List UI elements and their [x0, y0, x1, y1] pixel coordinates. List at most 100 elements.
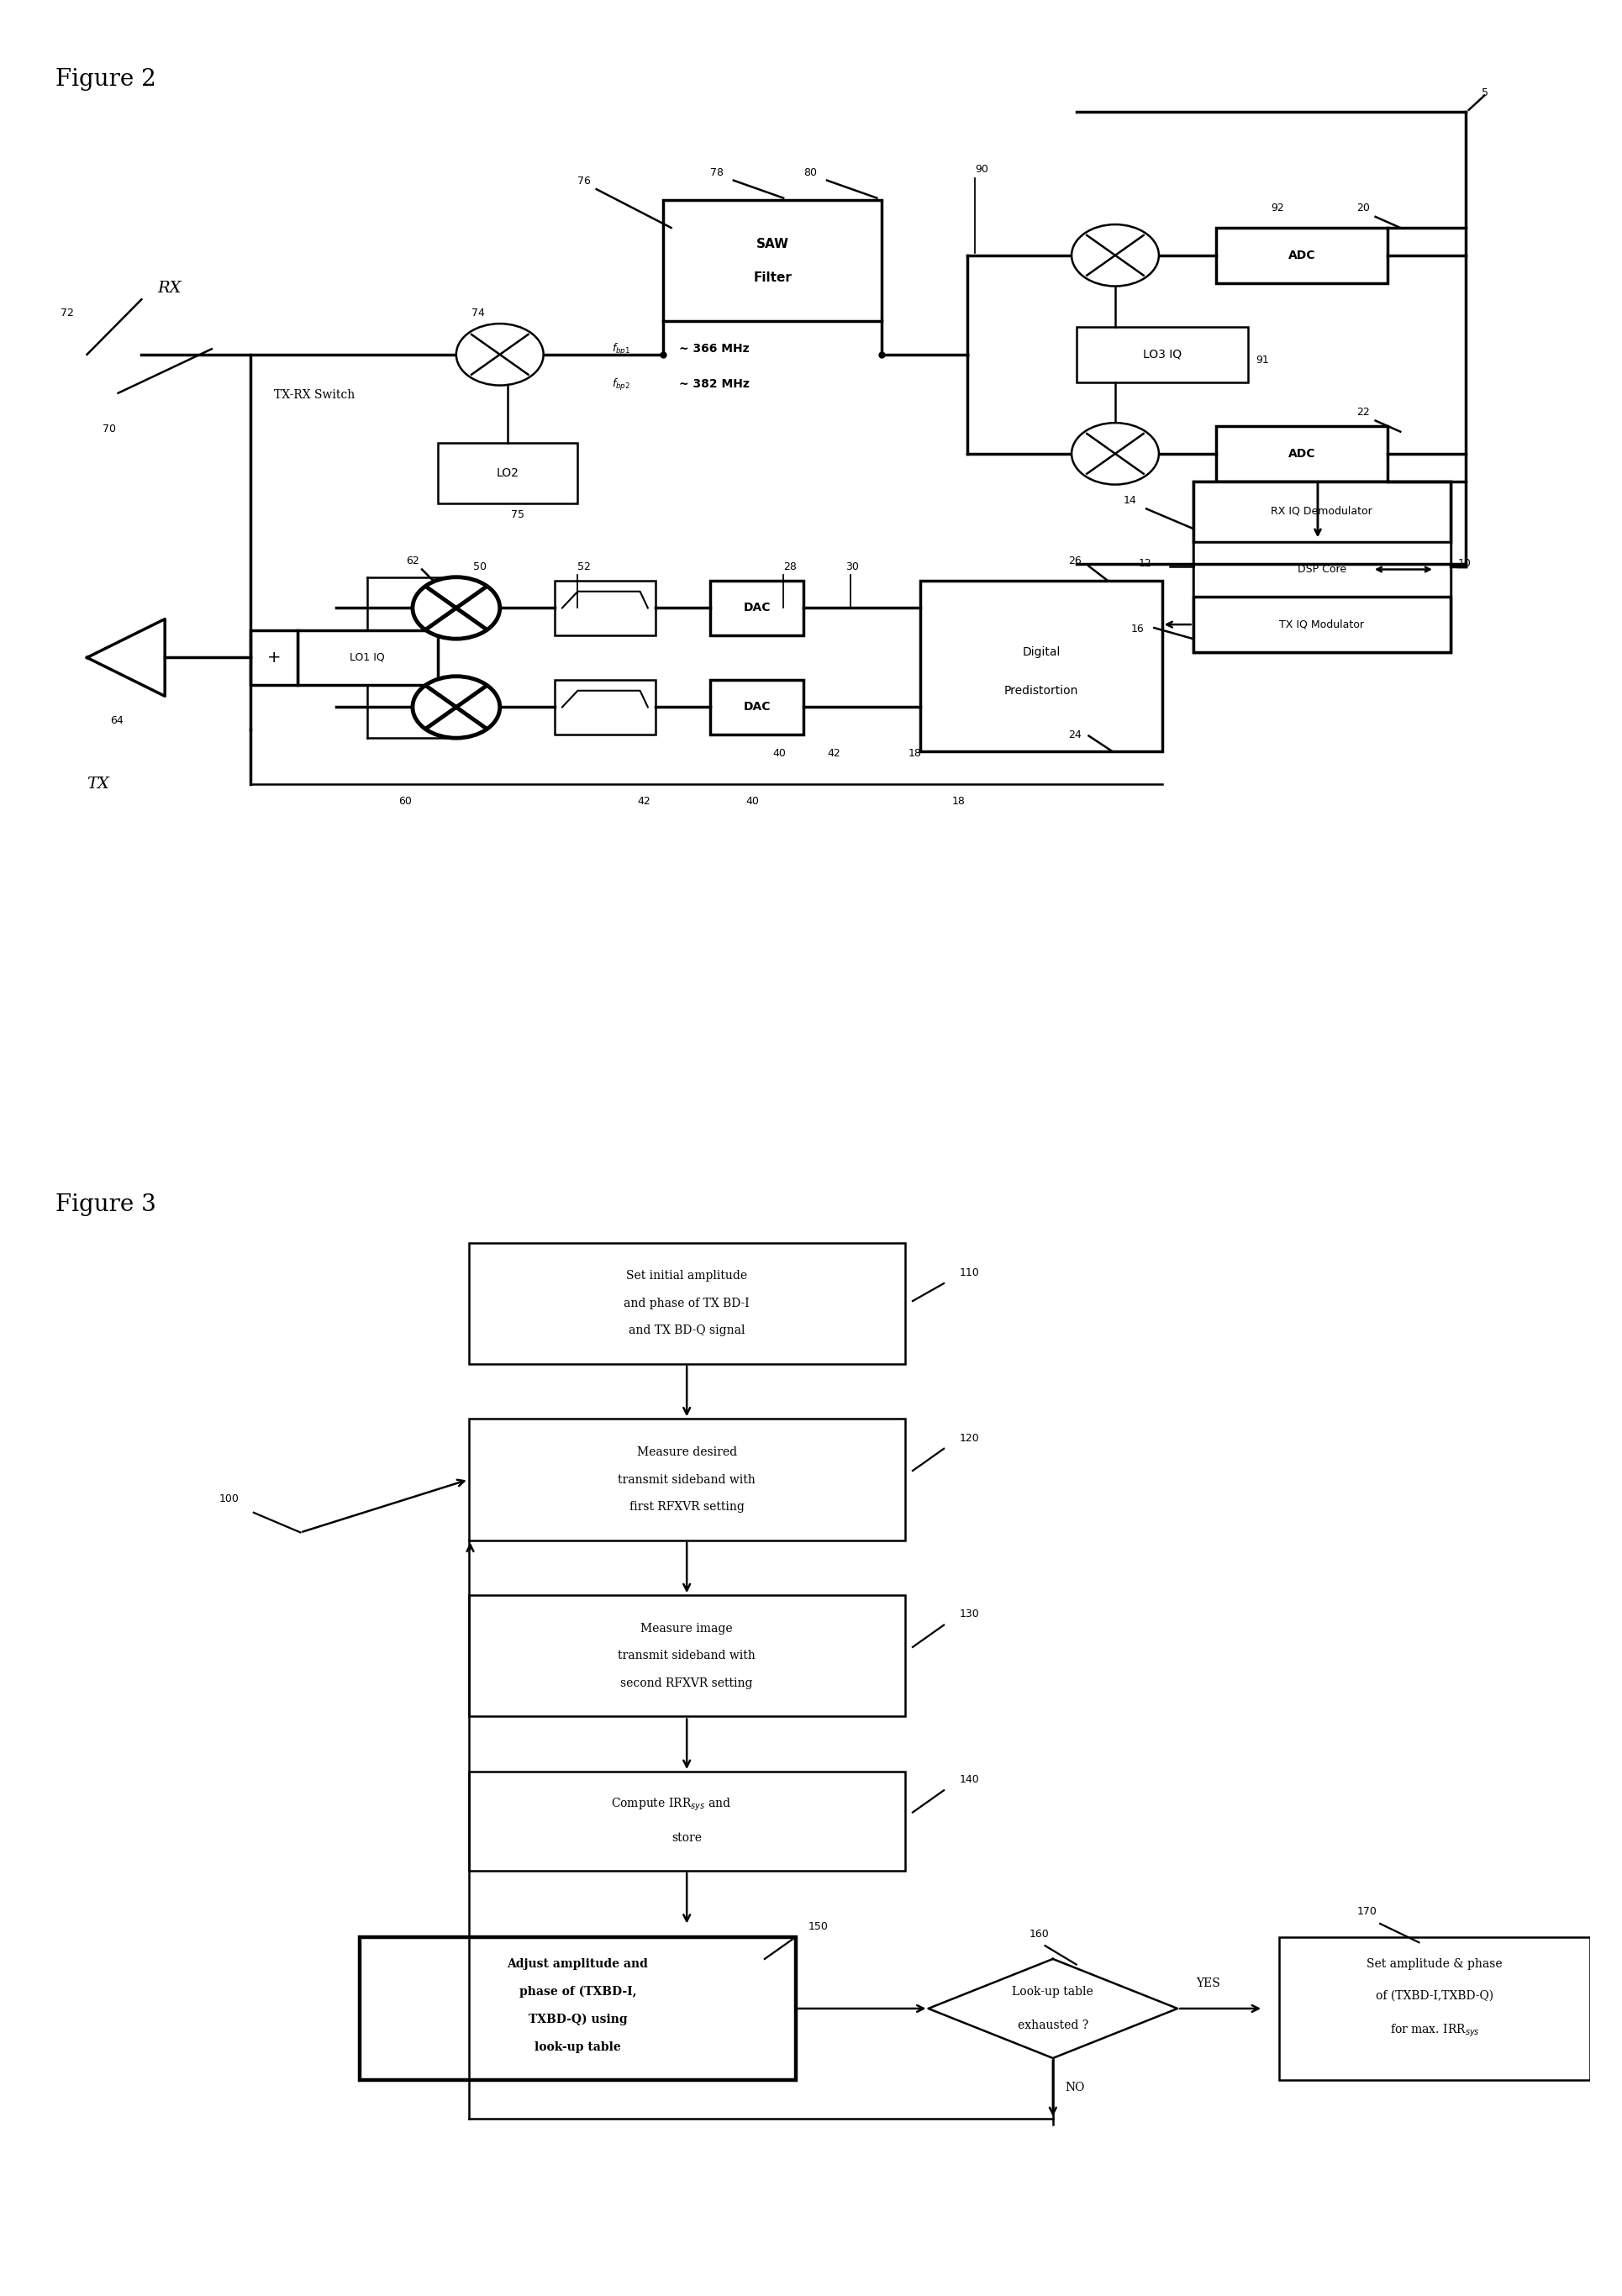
Bar: [555, 581, 655, 636]
Text: 75: 75: [511, 510, 524, 521]
Text: exhausted ?: exhausted ?: [1017, 2018, 1088, 2032]
Bar: [469, 1242, 905, 1364]
Bar: [469, 1596, 905, 1717]
Text: 22: 22: [1356, 406, 1369, 418]
Circle shape: [1071, 422, 1158, 484]
Text: Adjust amplitude and: Adjust amplitude and: [508, 1958, 647, 1970]
Text: 76: 76: [577, 174, 590, 186]
Bar: [360, 1938, 795, 2080]
Text: 24: 24: [1067, 730, 1082, 742]
Text: 90: 90: [975, 165, 988, 174]
Text: 40: 40: [772, 748, 785, 760]
Bar: [663, 200, 881, 321]
Bar: [1216, 427, 1387, 482]
Bar: [250, 629, 297, 684]
Text: 18: 18: [908, 748, 921, 760]
Circle shape: [412, 677, 500, 737]
Bar: [1278, 1938, 1590, 2080]
Text: 72: 72: [60, 308, 75, 319]
Text: 18: 18: [950, 797, 965, 806]
Text: 5: 5: [1481, 87, 1487, 99]
Text: RX: RX: [157, 280, 182, 296]
Text: 40: 40: [746, 797, 759, 806]
Text: $f_{bp1}$: $f_{bp1}$: [611, 342, 631, 358]
Text: LO3 IQ: LO3 IQ: [1142, 349, 1181, 360]
Bar: [1192, 542, 1450, 597]
Text: of (TXBD-I,TXBD-Q): of (TXBD-I,TXBD-Q): [1375, 1988, 1492, 2002]
Text: store: store: [672, 1832, 702, 1844]
Text: 28: 28: [783, 560, 796, 572]
Text: transmit sideband with: transmit sideband with: [618, 1474, 756, 1486]
Text: DAC: DAC: [743, 602, 770, 613]
Text: ~ 382 MHz: ~ 382 MHz: [678, 379, 749, 390]
Text: first RFXVR setting: first RFXVR setting: [629, 1502, 744, 1513]
Text: Measure image: Measure image: [641, 1623, 733, 1635]
Bar: [1216, 227, 1387, 282]
Text: 60: 60: [399, 797, 412, 806]
Text: TX: TX: [88, 776, 110, 792]
Text: and phase of TX BD-I: and phase of TX BD-I: [623, 1297, 749, 1309]
Text: TX IQ Modulator: TX IQ Modulator: [1278, 620, 1364, 629]
Bar: [710, 581, 803, 636]
Text: 120: 120: [959, 1433, 978, 1444]
Text: 14: 14: [1122, 496, 1135, 505]
Text: 92: 92: [1270, 202, 1283, 214]
Text: YES: YES: [1195, 1977, 1220, 1988]
Text: Set initial amplitude: Set initial amplitude: [626, 1270, 748, 1281]
Text: and TX BD-Q signal: and TX BD-Q signal: [628, 1325, 744, 1336]
Circle shape: [1071, 225, 1158, 287]
Text: 42: 42: [636, 797, 650, 806]
Bar: [555, 680, 655, 735]
Text: Figure 3: Figure 3: [55, 1194, 156, 1215]
Text: 42: 42: [827, 748, 840, 760]
Text: 80: 80: [803, 168, 816, 179]
Text: look-up table: look-up table: [534, 2041, 621, 2053]
Text: 150: 150: [808, 1922, 827, 1931]
Text: ADC: ADC: [1288, 250, 1315, 262]
Text: 52: 52: [577, 560, 590, 572]
Text: RX IQ Demodulator: RX IQ Demodulator: [1270, 505, 1372, 517]
Text: 50: 50: [474, 560, 487, 572]
Text: second RFXVR setting: second RFXVR setting: [620, 1678, 753, 1690]
Text: Measure desired: Measure desired: [636, 1446, 736, 1458]
Text: DSP Core: DSP Core: [1296, 565, 1345, 574]
Text: DAC: DAC: [743, 700, 770, 714]
Bar: [438, 443, 577, 503]
Text: 62: 62: [406, 556, 420, 567]
Text: 10: 10: [1457, 558, 1471, 569]
Bar: [1192, 597, 1450, 652]
Text: TX-RX Switch: TX-RX Switch: [274, 390, 355, 402]
Bar: [469, 1419, 905, 1541]
Text: 30: 30: [845, 560, 858, 572]
Text: +: +: [268, 650, 281, 666]
Bar: [1192, 482, 1450, 542]
Text: 26: 26: [1067, 556, 1082, 567]
Text: 74: 74: [472, 308, 485, 319]
Text: Set amplitude & phase: Set amplitude & phase: [1366, 1958, 1502, 1970]
Text: TXBD-Q) using: TXBD-Q) using: [529, 2014, 626, 2025]
Text: LO2: LO2: [496, 466, 519, 480]
Text: 78: 78: [710, 168, 723, 179]
Bar: [920, 581, 1161, 751]
Text: ADC: ADC: [1288, 448, 1315, 459]
Text: Look-up table: Look-up table: [1012, 1986, 1093, 1998]
Text: Filter: Filter: [753, 271, 792, 285]
Text: transmit sideband with: transmit sideband with: [618, 1651, 756, 1662]
Bar: [1192, 482, 1450, 652]
Text: 110: 110: [959, 1267, 978, 1279]
Text: 170: 170: [1356, 1906, 1375, 1917]
Bar: [469, 1773, 905, 1871]
Bar: [710, 680, 803, 735]
Text: 100: 100: [219, 1492, 240, 1504]
Text: for max. IRR$_{sys}$: for max. IRR$_{sys}$: [1388, 2023, 1479, 2039]
Text: 160: 160: [1028, 1929, 1049, 1940]
Bar: [297, 629, 438, 684]
Text: 140: 140: [959, 1775, 978, 1784]
Text: phase of (TXBD-I,: phase of (TXBD-I,: [519, 1986, 636, 1998]
Text: NO: NO: [1064, 2082, 1085, 2094]
Text: 16: 16: [1131, 625, 1144, 634]
Text: Compute IRR$_{sys}$ and: Compute IRR$_{sys}$ and: [611, 1795, 732, 1814]
Text: SAW: SAW: [756, 239, 788, 250]
Text: 12: 12: [1139, 558, 1152, 569]
Circle shape: [412, 576, 500, 638]
